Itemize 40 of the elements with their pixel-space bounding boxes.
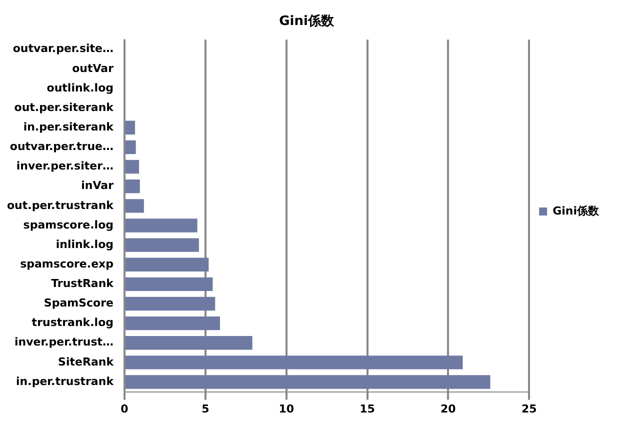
x-tick-label: 10 [278, 402, 294, 416]
x-tick-label: 15 [360, 402, 375, 416]
y-tick-label: in.per.siterank [23, 120, 114, 134]
y-tick-label: out.per.siterank [14, 100, 114, 114]
bar [126, 140, 136, 154]
bar [126, 356, 463, 370]
bar [126, 258, 209, 272]
y-tick-label: spamscore.exp [20, 257, 114, 270]
bar [126, 316, 220, 330]
bar [126, 296, 216, 311]
y-tick-label: inlink.log [56, 238, 114, 251]
bar [126, 238, 199, 252]
bar [126, 336, 252, 350]
y-tick-label: inver.per.siter… [16, 160, 114, 173]
x-tick-label: 0 [120, 402, 129, 416]
y-tick-label: in.per.trustrank [16, 374, 114, 388]
y-tick-label: out.per.trustrank [6, 198, 114, 212]
y-tick-label: TrustRank [51, 277, 114, 290]
bar [126, 120, 136, 134]
chart-title: Gini係数 [279, 14, 335, 30]
y-tick-label: outVar [72, 62, 114, 75]
y-tick-label: inVar [81, 179, 114, 192]
bar [126, 199, 144, 213]
y-tick-label: outlink.log [46, 81, 114, 94]
bar [126, 160, 140, 174]
y-tick-label: outvar.per.site… [12, 42, 114, 56]
bar [126, 180, 140, 194]
y-tick-label: SpamScore [44, 296, 114, 310]
y-tick-label: inver.per.trust… [14, 336, 114, 349]
y-tick-label: spamscore.log [23, 218, 114, 232]
bar [126, 218, 198, 232]
bar [126, 277, 213, 292]
x-tick-label: 20 [440, 402, 456, 416]
y-tick-label: outvar.per.true… [10, 140, 114, 154]
x-tick-label: 25 [521, 402, 537, 416]
bar [126, 375, 490, 389]
x-tick-label: 5 [202, 402, 210, 416]
y-tick-label: trustrank.log [32, 316, 114, 330]
legend-label: Gini係数 [552, 204, 600, 218]
y-tick-label: SiteRank [58, 355, 114, 368]
